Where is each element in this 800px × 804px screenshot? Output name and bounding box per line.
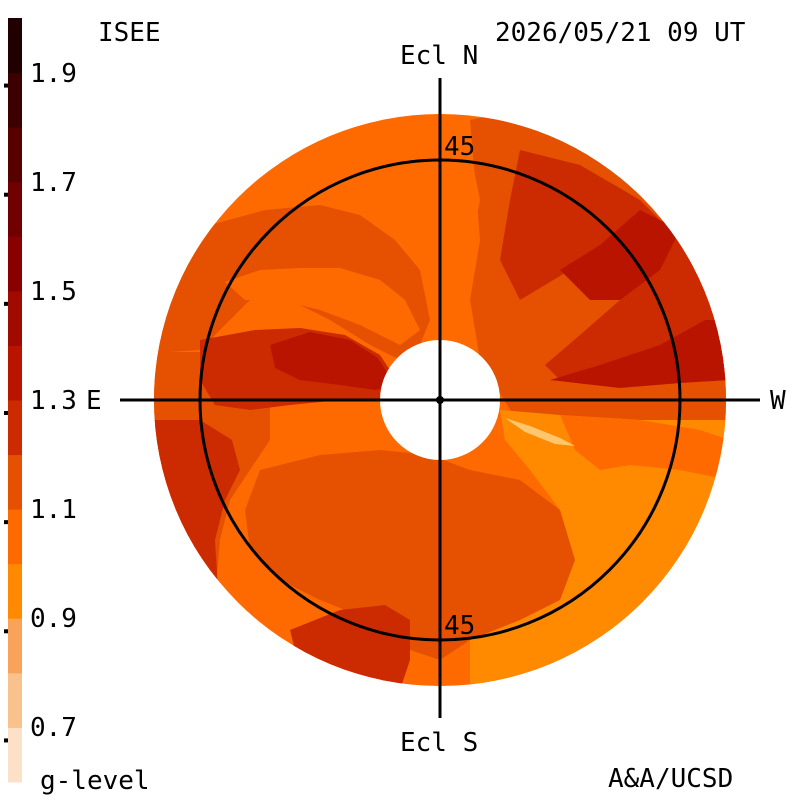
- axis-label-south: Ecl S: [400, 728, 479, 758]
- colorbar-band-6: [8, 400, 22, 456]
- map-region-upper-right-core: [560, 210, 680, 300]
- colorbar-tick-label: 0.9: [30, 604, 77, 635]
- colorbar-band-2: [8, 618, 22, 674]
- colorbar-tick-label: 1.5: [30, 276, 77, 307]
- colorbar-band-13: [8, 18, 22, 74]
- colorbar-tick-label: 1.3: [30, 386, 77, 416]
- map-region-lower-right-mid: [560, 415, 726, 480]
- colorbar-tick-label: 0.7: [30, 713, 77, 744]
- colorbar-tick-4: [4, 520, 8, 525]
- credit-label: A&A/UCSD: [608, 764, 734, 794]
- colorbar-band-3: [8, 563, 22, 619]
- colorbar-band-5: [8, 454, 22, 510]
- colorbar-title: g-level: [40, 766, 150, 796]
- map-region-upper-right-deep: [500, 150, 726, 385]
- colorbar-tick-label: 1.7: [30, 167, 77, 198]
- ring-label-top: 45: [444, 132, 476, 162]
- map-region-west-streak: [550, 320, 726, 388]
- colorbar-tick-2: [4, 301, 8, 306]
- colorbar-band-7: [8, 345, 22, 401]
- sun-center-dot: [436, 396, 444, 404]
- axis-label-north: Ecl N: [400, 41, 479, 71]
- map-region-upper-left-light: [225, 268, 420, 345]
- colorbar-band-11: [8, 127, 22, 183]
- colorbar-tick-label: 1.1: [30, 495, 77, 526]
- timestamp-label: 2026/05/21 09 UT: [495, 18, 746, 48]
- source-label: ISEE: [98, 18, 161, 48]
- colorbar-tick-6: [4, 738, 8, 743]
- colorbar-ticks: [4, 83, 8, 743]
- map-region-south-wedge: [245, 450, 575, 660]
- colorbar-band-4: [8, 509, 22, 565]
- colorbar-tick-1: [4, 192, 8, 197]
- map-region-north-light: [420, 140, 480, 340]
- map-highlight-streak: [505, 418, 575, 446]
- axis-label-west: W: [770, 386, 786, 416]
- axis-label-east: E: [86, 386, 102, 416]
- colorbar-band-8: [8, 290, 22, 346]
- colorbar-band-9: [8, 236, 22, 292]
- ring-label-bottom: 45: [444, 611, 476, 641]
- colorbar-band-12: [8, 72, 22, 128]
- colorbar-tick-3: [4, 411, 8, 415]
- colorbar-band-10: [8, 181, 22, 237]
- colorbar-band-0: [8, 727, 22, 783]
- map-region-east-core: [270, 332, 395, 390]
- colorbar-tick-label: 1.9: [30, 58, 77, 89]
- colorbar-tick-0: [4, 83, 8, 88]
- colorbar-tick-5: [4, 629, 8, 634]
- colorbar: [8, 18, 22, 783]
- colorbar-band-1: [8, 672, 22, 728]
